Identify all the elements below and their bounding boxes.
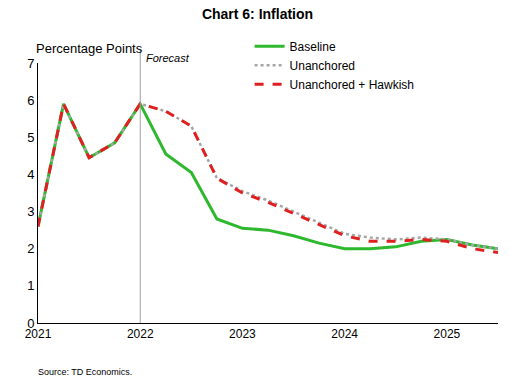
svg-text:Baseline: Baseline	[290, 40, 336, 54]
svg-text:Chart 6: Inflation: Chart 6: Inflation	[202, 6, 313, 22]
svg-text:0: 0	[27, 316, 34, 331]
svg-text:Unanchored: Unanchored	[290, 59, 355, 73]
svg-text:6: 6	[27, 93, 34, 108]
svg-text:Forecast: Forecast	[146, 52, 190, 64]
svg-text:5: 5	[27, 130, 34, 145]
svg-text:Unanchored + Hawkish: Unanchored + Hawkish	[290, 78, 414, 92]
svg-text:2025: 2025	[434, 327, 461, 341]
svg-text:1: 1	[27, 278, 34, 293]
svg-text:Source: TD Economics.: Source: TD Economics.	[38, 367, 132, 377]
svg-text:3: 3	[27, 204, 34, 219]
svg-text:7: 7	[27, 56, 34, 71]
svg-text:2: 2	[27, 241, 34, 256]
svg-text:2023: 2023	[229, 327, 256, 341]
svg-text:2022: 2022	[127, 327, 154, 341]
svg-text:Percentage Points: Percentage Points	[36, 41, 143, 56]
svg-text:2021: 2021	[25, 327, 52, 341]
svg-text:2024: 2024	[331, 327, 358, 341]
svg-text:4: 4	[27, 167, 34, 182]
